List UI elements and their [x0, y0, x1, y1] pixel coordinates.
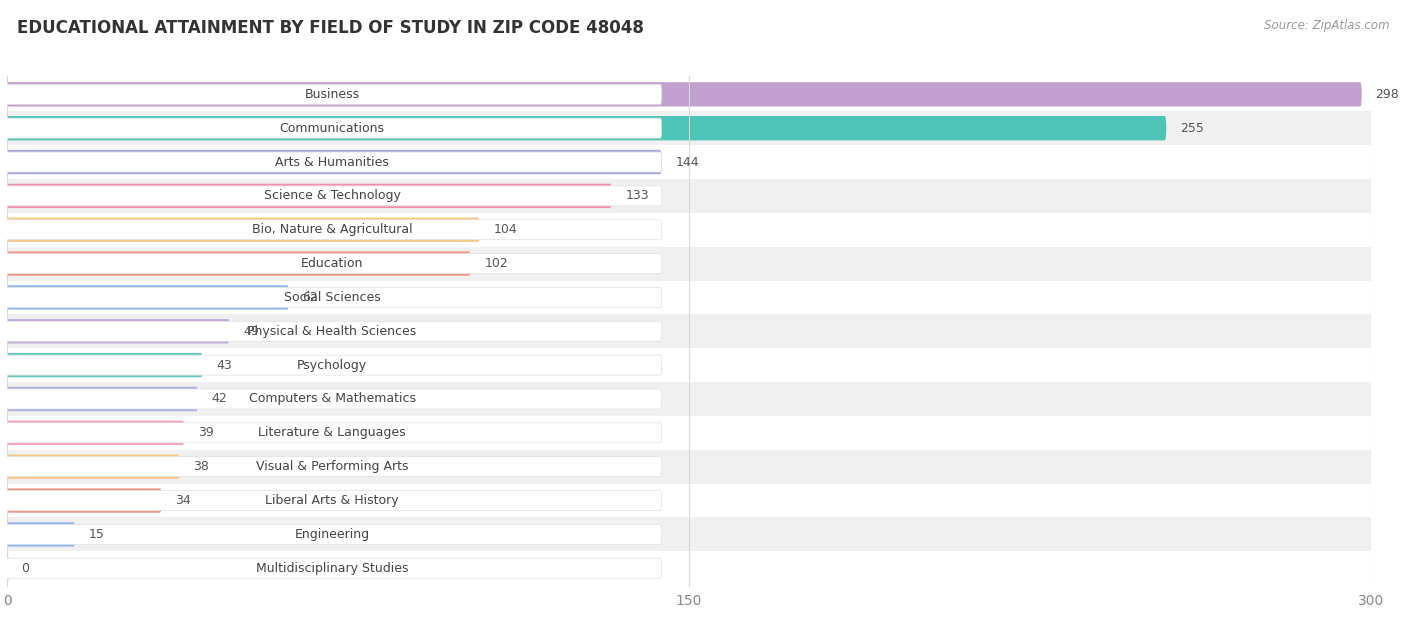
Text: 43: 43 [217, 358, 232, 372]
FancyBboxPatch shape [7, 382, 1371, 416]
FancyBboxPatch shape [3, 423, 662, 443]
FancyBboxPatch shape [3, 118, 662, 138]
FancyBboxPatch shape [7, 517, 1371, 551]
Text: Literature & Languages: Literature & Languages [259, 427, 406, 439]
FancyBboxPatch shape [7, 184, 612, 208]
Text: Communications: Communications [280, 122, 385, 134]
FancyBboxPatch shape [7, 488, 162, 513]
FancyBboxPatch shape [7, 319, 229, 343]
FancyBboxPatch shape [7, 111, 1371, 145]
FancyBboxPatch shape [7, 218, 479, 242]
Text: 34: 34 [176, 494, 191, 507]
Text: 39: 39 [198, 427, 214, 439]
Text: 104: 104 [494, 223, 517, 236]
FancyBboxPatch shape [7, 348, 1371, 382]
Text: 38: 38 [194, 460, 209, 473]
FancyBboxPatch shape [3, 321, 662, 341]
FancyBboxPatch shape [7, 285, 288, 310]
FancyBboxPatch shape [3, 524, 662, 545]
Text: 42: 42 [211, 392, 228, 406]
Text: Engineering: Engineering [294, 528, 370, 541]
Text: 0: 0 [21, 562, 28, 575]
Text: Science & Technology: Science & Technology [264, 189, 401, 203]
Text: 102: 102 [484, 257, 508, 270]
Text: Social Sciences: Social Sciences [284, 291, 381, 304]
FancyBboxPatch shape [7, 483, 1371, 517]
Text: 15: 15 [89, 528, 104, 541]
Text: 49: 49 [243, 325, 259, 338]
FancyBboxPatch shape [7, 213, 1371, 247]
FancyBboxPatch shape [7, 145, 1371, 179]
FancyBboxPatch shape [3, 490, 662, 510]
FancyBboxPatch shape [7, 387, 198, 411]
FancyBboxPatch shape [3, 152, 662, 172]
FancyBboxPatch shape [7, 251, 471, 276]
FancyBboxPatch shape [7, 116, 1166, 140]
FancyBboxPatch shape [7, 353, 202, 377]
FancyBboxPatch shape [7, 281, 1371, 314]
FancyBboxPatch shape [3, 85, 662, 104]
FancyBboxPatch shape [3, 220, 662, 240]
FancyBboxPatch shape [3, 558, 662, 578]
FancyBboxPatch shape [7, 551, 1371, 585]
FancyBboxPatch shape [7, 82, 1362, 107]
FancyBboxPatch shape [3, 186, 662, 206]
FancyBboxPatch shape [7, 454, 180, 479]
FancyBboxPatch shape [3, 254, 662, 274]
Text: 62: 62 [302, 291, 318, 304]
Text: Source: ZipAtlas.com: Source: ZipAtlas.com [1264, 19, 1389, 32]
Text: 144: 144 [675, 155, 699, 168]
FancyBboxPatch shape [7, 450, 1371, 483]
Text: Liberal Arts & History: Liberal Arts & History [266, 494, 399, 507]
FancyBboxPatch shape [3, 389, 662, 409]
FancyBboxPatch shape [3, 355, 662, 375]
Text: Education: Education [301, 257, 363, 270]
FancyBboxPatch shape [3, 288, 662, 307]
FancyBboxPatch shape [7, 556, 10, 581]
Text: 255: 255 [1180, 122, 1204, 134]
FancyBboxPatch shape [7, 522, 76, 546]
FancyBboxPatch shape [7, 416, 1371, 450]
Text: Multidisciplinary Studies: Multidisciplinary Studies [256, 562, 408, 575]
Text: Psychology: Psychology [297, 358, 367, 372]
FancyBboxPatch shape [7, 179, 1371, 213]
Text: 298: 298 [1375, 88, 1399, 101]
FancyBboxPatch shape [7, 78, 1371, 111]
Text: Physical & Health Sciences: Physical & Health Sciences [247, 325, 416, 338]
FancyBboxPatch shape [7, 314, 1371, 348]
FancyBboxPatch shape [7, 421, 184, 445]
FancyBboxPatch shape [7, 247, 1371, 281]
Text: EDUCATIONAL ATTAINMENT BY FIELD OF STUDY IN ZIP CODE 48048: EDUCATIONAL ATTAINMENT BY FIELD OF STUDY… [17, 19, 644, 37]
Text: Business: Business [305, 88, 360, 101]
Text: Visual & Performing Arts: Visual & Performing Arts [256, 460, 408, 473]
Text: 133: 133 [626, 189, 650, 203]
Text: Bio, Nature & Agricultural: Bio, Nature & Agricultural [252, 223, 412, 236]
FancyBboxPatch shape [7, 150, 662, 174]
Text: Arts & Humanities: Arts & Humanities [276, 155, 389, 168]
Text: Computers & Mathematics: Computers & Mathematics [249, 392, 416, 406]
FancyBboxPatch shape [3, 457, 662, 476]
